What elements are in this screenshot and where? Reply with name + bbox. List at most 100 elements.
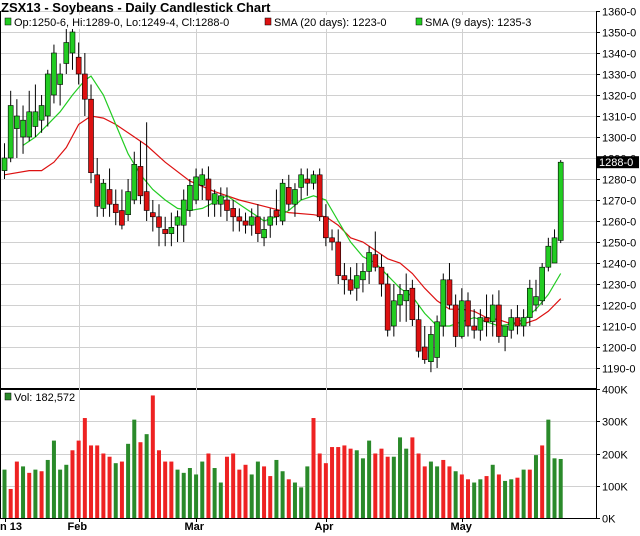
candle — [520, 309, 527, 337]
candle — [273, 189, 280, 226]
candle-body — [471, 325, 477, 331]
x-tick-label: Mar — [185, 521, 205, 533]
volume-bar — [157, 450, 161, 518]
candle — [316, 168, 323, 221]
candle — [421, 326, 428, 364]
volume-bar — [496, 474, 501, 518]
volume-bar — [113, 463, 118, 518]
candle — [539, 263, 545, 305]
candle — [51, 44, 57, 104]
candle-body — [143, 191, 150, 211]
volume-bar — [262, 466, 267, 518]
candle-body — [335, 241, 342, 276]
candle — [131, 151, 138, 205]
candle-body — [465, 300, 471, 327]
legend-sma9: SMA (9 days): 1235-3 — [425, 17, 531, 29]
volume-bar — [441, 459, 446, 518]
candle — [199, 168, 206, 200]
candle-body — [156, 216, 162, 228]
candle — [304, 168, 311, 196]
price-tick-label: 1240-0 — [602, 259, 636, 271]
candle — [360, 263, 366, 293]
volume-bar — [51, 440, 56, 518]
candle — [20, 105, 26, 154]
candle — [471, 309, 477, 339]
candle-body — [224, 199, 230, 211]
candle — [341, 263, 348, 295]
x-tick-label: Apr — [315, 521, 335, 533]
candle-body — [520, 317, 527, 327]
candle-body — [384, 283, 391, 331]
volume-bar — [138, 442, 143, 518]
candle — [88, 84, 94, 184]
candle-body — [285, 187, 292, 205]
candle — [551, 229, 558, 264]
candle — [242, 212, 249, 234]
volume-bar — [348, 448, 353, 518]
candle — [1, 143, 8, 179]
legend-sma20-swatch — [264, 17, 272, 26]
candle-body — [329, 237, 335, 243]
candle-body — [100, 182, 107, 209]
candle-body — [261, 229, 267, 239]
candle-body — [75, 56, 82, 75]
x-tick-label: n 13 — [0, 521, 22, 533]
volume-bar — [194, 474, 199, 518]
candle-body — [1, 157, 8, 171]
price-tick-label: 1300-0 — [602, 133, 636, 145]
candle-body — [20, 119, 26, 138]
volume-bar — [360, 458, 365, 518]
volume-bar — [187, 468, 192, 518]
candle — [38, 95, 45, 133]
volume-bar — [373, 453, 378, 518]
x-tick-label: May — [451, 521, 473, 533]
volume-bar — [163, 461, 168, 518]
volume-bar — [206, 453, 211, 518]
candle — [366, 246, 372, 284]
candle — [397, 284, 403, 322]
candle-body — [205, 178, 212, 201]
candle — [384, 273, 391, 337]
candle-body — [502, 325, 508, 337]
volume-bar — [175, 469, 180, 518]
candle-body — [489, 304, 496, 323]
candle — [353, 263, 360, 301]
candle — [119, 189, 125, 230]
candle-body — [508, 317, 515, 331]
candle — [14, 99, 20, 158]
price-tick-label: 1190-0 — [602, 364, 635, 376]
candle — [446, 263, 453, 310]
legend-ohlc-swatch — [4, 17, 12, 26]
volume-bar — [509, 479, 514, 518]
candle — [508, 309, 515, 339]
candle-body — [7, 105, 14, 159]
candle-body — [533, 296, 539, 306]
volume-bar — [64, 464, 69, 518]
candle — [187, 179, 193, 217]
candle-body — [292, 189, 298, 205]
candle-body — [372, 254, 379, 268]
volume-bar — [243, 464, 248, 518]
candle-body — [106, 189, 113, 205]
volume-bar — [323, 463, 328, 518]
candle-body — [539, 266, 545, 302]
candle-body — [187, 185, 193, 211]
volume-bar — [558, 458, 563, 518]
candle-body — [218, 195, 224, 205]
candle — [285, 174, 292, 211]
candle-body — [273, 210, 280, 218]
volume-bar — [342, 445, 347, 518]
candle — [329, 229, 335, 251]
volume-bar — [398, 437, 403, 518]
candle-body — [415, 319, 422, 352]
candle — [403, 273, 410, 322]
candle-body — [174, 216, 181, 226]
candle — [137, 141, 144, 205]
volume-legend-swatch — [4, 392, 12, 401]
candle — [440, 273, 447, 337]
candle — [557, 160, 564, 244]
volume-bar — [404, 448, 409, 518]
price-tick-label: 1210-0 — [602, 322, 636, 334]
candle-body — [82, 73, 88, 100]
